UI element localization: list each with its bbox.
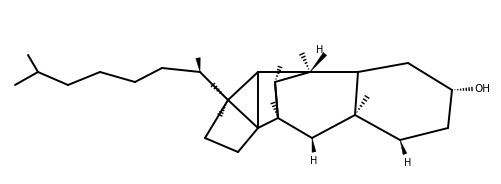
Text: H: H (404, 158, 412, 168)
Polygon shape (312, 138, 316, 152)
Polygon shape (196, 58, 200, 72)
Polygon shape (310, 53, 327, 72)
Polygon shape (400, 140, 407, 155)
Text: H: H (316, 45, 324, 55)
Text: OH: OH (474, 84, 490, 94)
Text: H: H (310, 156, 318, 166)
